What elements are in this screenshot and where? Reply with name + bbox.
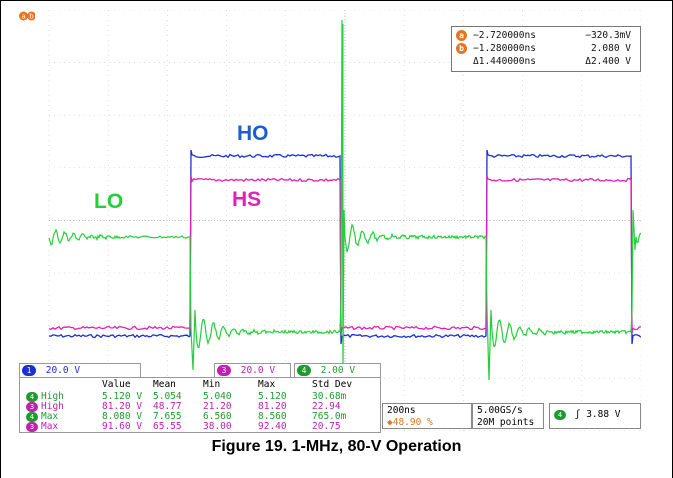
- measurement-row: 3 High 81.20 V 48.77 21.20 81.20 22.94: [20, 401, 380, 413]
- measurement-value: 81.20 V: [102, 401, 143, 412]
- trigger-level-value: 3.88 V: [586, 409, 621, 420]
- cursor-delta-time: Δ1.440000ns: [473, 56, 536, 67]
- measurement-std-dev: 765.0m: [312, 411, 347, 422]
- cursor-a-time: −2.720000ns: [473, 30, 536, 41]
- ho-waveform: [48, 149, 641, 345]
- cursor-a-marker: a: [456, 30, 467, 41]
- header-mean: Mean: [153, 379, 176, 390]
- measurement-header: Value Mean Min Max Std Dev: [20, 379, 380, 391]
- page-frame-top: [0, 0, 673, 1]
- ho-label: HO: [237, 122, 269, 145]
- measurement-value: 5.120 V: [102, 391, 143, 402]
- measurement-value: 91.60 V: [102, 421, 143, 432]
- timebase-panel[interactable]: 200ns ◆48.90 %: [382, 403, 472, 429]
- measurement-name: High: [41, 391, 64, 402]
- cursor-a-row: a −2.720000ns −320.3mV: [456, 29, 631, 43]
- header-min: Min: [203, 379, 221, 390]
- figure-caption: Figure 19. 1-MHz, 80-V Operation: [211, 438, 462, 455]
- cursor-b-value: 2.080 V: [590, 43, 631, 54]
- measurement-max: 92.40: [258, 421, 287, 432]
- lo-label: LO: [94, 190, 124, 213]
- measurement-std-dev: 22.94: [312, 401, 341, 412]
- measurement-mean: 5.054: [153, 391, 182, 402]
- measurement-name: High: [41, 401, 64, 412]
- channel-scale-bar: 1 20.0 V 3 20.0 V 4 2.00 V: [19, 363, 381, 378]
- measurement-name: Max: [41, 411, 59, 422]
- measurement-min: 38.00: [203, 421, 232, 432]
- trigger-panel[interactable]: 4 ʃ 3.88 V: [549, 403, 641, 429]
- cursor-b-time: −1.280000ns: [473, 43, 536, 54]
- header-std-dev: Std Dev: [312, 379, 353, 390]
- header-max: Max: [258, 379, 276, 390]
- measurement-min: 5.040: [203, 391, 232, 402]
- cursor-delta-row: Δ1.440000ns Δ2.400 V: [456, 55, 631, 69]
- acquisition-panel[interactable]: 5.00GS/s 20M points: [472, 403, 544, 429]
- measurement-channel-badge: 4: [26, 412, 38, 422]
- measurement-channel-badge: 4: [26, 392, 38, 402]
- channel-3-scale-value: 20.0 V: [240, 365, 276, 376]
- measurement-max: 5.120: [258, 391, 287, 402]
- header-value: Value: [102, 379, 131, 390]
- measurement-table: Value Mean Min Max Std Dev 4 High 5.120 V…: [19, 377, 381, 433]
- measurement-row: 3 Max 91.60 V 65.55 38.00 92.40 20.75: [20, 421, 380, 433]
- cursor-b-marker: b: [456, 43, 467, 54]
- hs-label: HS: [232, 188, 262, 211]
- measurement-max: 8.560: [258, 411, 287, 422]
- trigger-channel-badge: 4: [554, 410, 566, 420]
- measurement-std-dev: 20.75: [312, 421, 341, 432]
- timebase-value: 200ns: [387, 405, 416, 416]
- channel-4-scale-value: 2.00 V: [320, 365, 356, 376]
- svg-text:a: a: [21, 13, 25, 21]
- cursor-readout: a −2.720000ns −320.3mV b −1.280000ns 2.0…: [451, 26, 641, 72]
- oscilloscope-screen: a −2.720000ns −320.3mV b −1.280000ns 2.0…: [19, 10, 641, 433]
- measurement-row: 4 Max 8.080 V 7.655 6.560 8.560 765.0m: [20, 411, 380, 423]
- sample-rate-value: 5.00GS/s: [477, 405, 523, 416]
- measurement-channel-badge: 3: [26, 402, 38, 412]
- measurement-channel-badge: 3: [26, 422, 38, 432]
- trigger-position-icon: ◆: [387, 417, 393, 428]
- record-length-value: 20M points: [477, 417, 535, 428]
- cursor-delta-value: Δ2.400 V: [585, 56, 631, 67]
- hs-waveform: [48, 175, 641, 333]
- trigger-position-value: 48.90 %: [392, 417, 433, 428]
- measurement-value: 8.080 V: [102, 411, 143, 422]
- channel-1-badge: 1: [22, 365, 36, 376]
- measurement-mean: 48.77: [153, 401, 182, 412]
- channel-1-scale-value: 20.0 V: [45, 365, 81, 376]
- channel-3-scale[interactable]: 3 20.0 V: [214, 363, 291, 378]
- channel-4-scale[interactable]: 4 2.00 V: [294, 363, 381, 378]
- measurement-mean: 7.655: [153, 411, 182, 422]
- cursor-ab-marker-icon: a b: [19, 11, 35, 21]
- channel-1-scale[interactable]: 1 20.0 V: [19, 363, 141, 378]
- measurement-mean: 65.55: [153, 421, 182, 432]
- measurement-min: 21.20: [203, 401, 232, 412]
- measurement-name: Max: [41, 421, 59, 432]
- rising-edge-icon: ʃ: [574, 409, 581, 420]
- lo-waveform: [48, 19, 641, 381]
- measurement-row: 4 High 5.120 V 5.054 5.040 5.120 30.68m: [20, 391, 380, 403]
- channel-4-badge: 4: [297, 365, 311, 376]
- measurement-max: 81.20: [258, 401, 287, 412]
- svg-text:b: b: [29, 13, 34, 21]
- measurement-std-dev: 30.68m: [312, 391, 347, 402]
- page-frame-left: [0, 0, 1, 478]
- cursor-b-row: b −1.280000ns 2.080 V: [456, 42, 631, 56]
- cursor-a-value: −320.3mV: [585, 30, 631, 41]
- measurement-min: 6.560: [203, 411, 232, 422]
- channel-3-badge: 3: [217, 365, 231, 376]
